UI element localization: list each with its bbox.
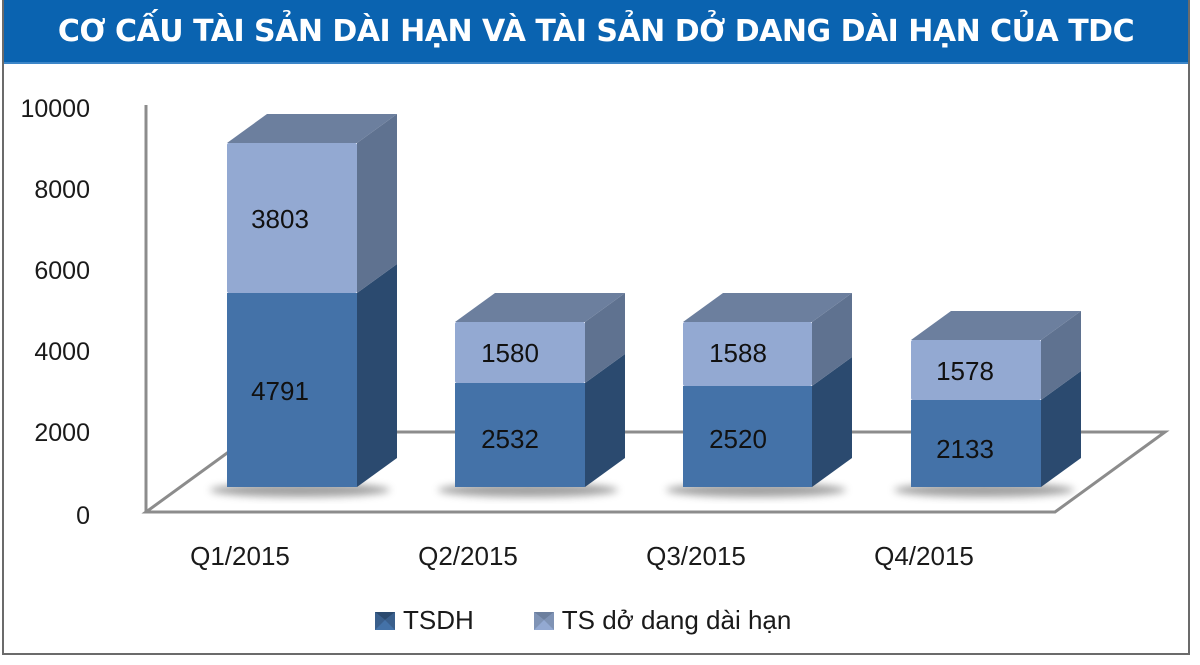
- legend-item-tsdh: TSDH: [375, 605, 474, 636]
- value-label: 2520: [709, 424, 767, 454]
- y-tick: 10000: [20, 95, 90, 123]
- chart-title: CƠ CẤU TÀI SẢN DÀI HẠN VÀ TÀI SẢN DỞ DAN…: [4, 0, 1188, 64]
- y-tick: 4000: [34, 338, 90, 366]
- x-tick: Q1/2015: [190, 541, 290, 571]
- bar-q1-2015: 3803 4791: [210, 114, 397, 497]
- axis-frame: [141, 105, 1170, 514]
- legend-label: TS dở dang dài hạn: [561, 605, 792, 635]
- value-label: 1578: [936, 356, 994, 386]
- x-tick: Q4/2015: [874, 541, 974, 571]
- value-label: 2532: [481, 424, 539, 454]
- y-tick: 2000: [34, 419, 90, 447]
- legend-label: TSDH: [403, 605, 474, 635]
- value-label: 3803: [251, 204, 309, 234]
- legend-swatch-dark-blue-icon: [375, 611, 395, 630]
- x-tick: Q2/2015: [418, 541, 518, 571]
- legend-item-ts-dodang: TS dở dang dài hạn: [533, 605, 792, 636]
- chart-title-text: CƠ CẤU TÀI SẢN DÀI HẠN VÀ TÀI SẢN DỞ DAN…: [57, 13, 1135, 49]
- y-tick: 0: [76, 502, 90, 530]
- value-label: 1588: [709, 338, 767, 368]
- x-axis-ticks: Q1/2015 Q2/2015 Q3/2015 Q4/2015: [190, 541, 974, 571]
- y-axis-ticks: 10000 8000 6000 4000 2000 0: [20, 95, 90, 530]
- bar-q2-2015: 1580 2532: [438, 293, 625, 497]
- y-tick: 8000: [34, 176, 90, 204]
- x-tick: Q3/2015: [646, 541, 746, 571]
- value-label: 4791: [251, 376, 309, 406]
- bar-q3-2015: 1588 2520: [666, 293, 852, 497]
- chart-legend: TSDH TS dở dang dài hạn: [375, 605, 791, 636]
- bar-q4-2015: 1578 2133: [894, 311, 1081, 497]
- chart-frame: [2, 0, 1190, 655]
- value-label: 1580: [481, 338, 539, 368]
- value-label: 2133: [936, 434, 994, 464]
- y-tick: 6000: [34, 257, 90, 285]
- legend-swatch-light-blue-icon: [533, 611, 554, 630]
